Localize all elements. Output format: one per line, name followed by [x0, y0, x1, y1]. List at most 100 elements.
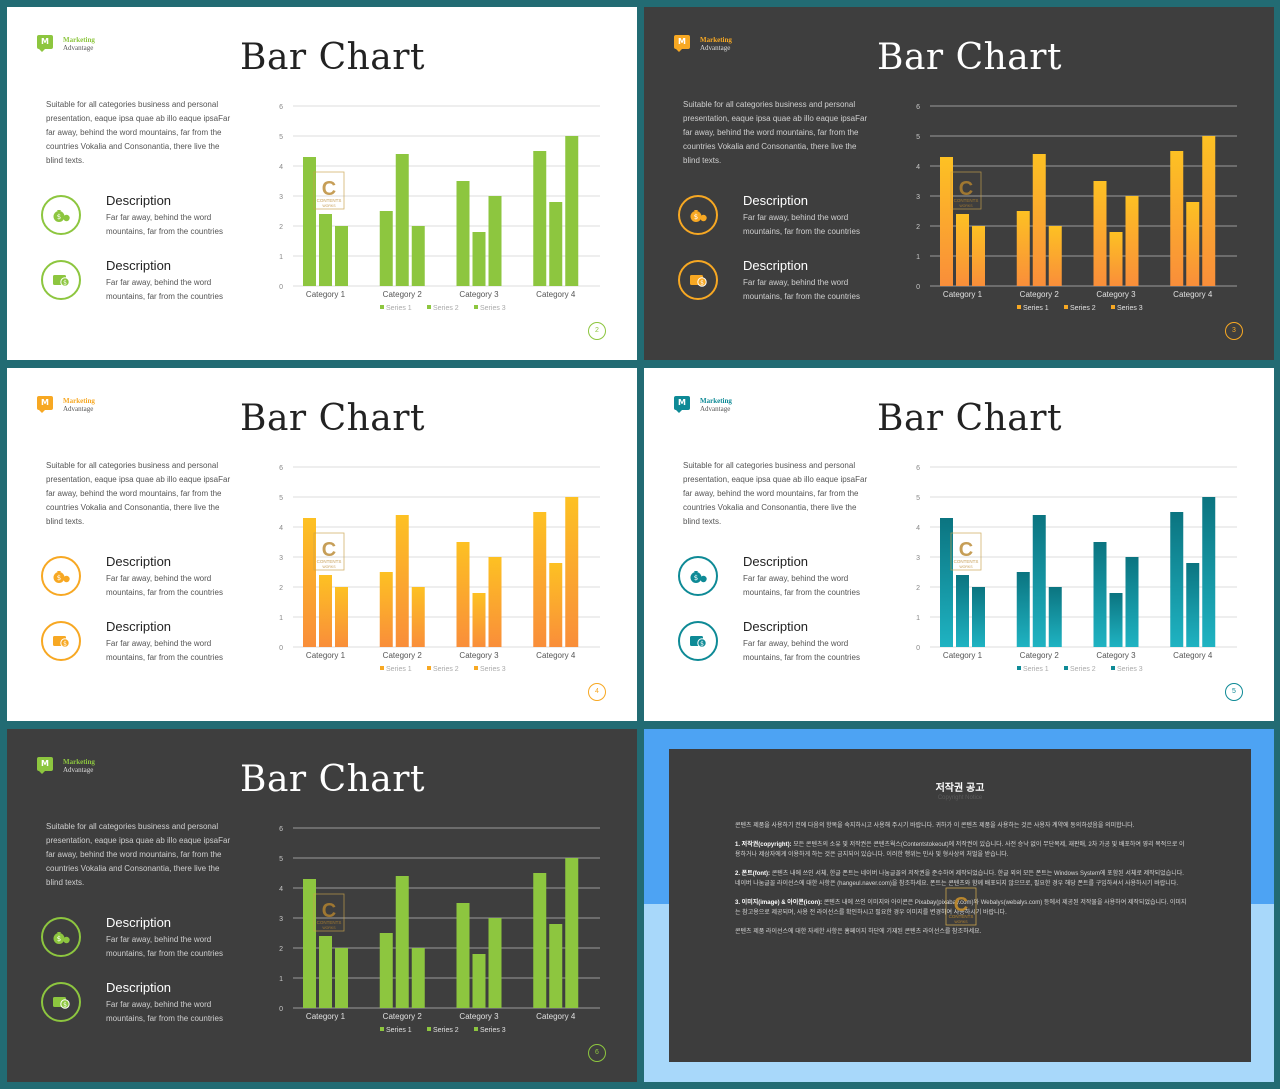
slide-4[interactable]: M Marketing Advantage Bar Chart Suitable… [7, 368, 637, 721]
notice-title: 저작권 공고 [935, 783, 985, 794]
svg-text:$: $ [694, 574, 698, 582]
x-tick-label: Category 2 [1020, 290, 1060, 299]
bar [1048, 587, 1062, 647]
svg-text:C: C [322, 900, 336, 922]
legend-swatch [427, 1027, 431, 1031]
y-tick-label: 5 [279, 495, 283, 502]
legend-swatch [1064, 666, 1068, 670]
bar [533, 873, 547, 1008]
intro-text: Suitable for all categories business and… [46, 822, 231, 887]
notice-paragraph-lead: 1. 저작권(copyright): [735, 841, 792, 848]
y-tick-label: 4 [279, 886, 283, 893]
slide-title: Bar Chart [877, 398, 1062, 439]
bar [1202, 136, 1216, 286]
legend-label: Series 2 [433, 305, 459, 312]
y-tick-label: 0 [916, 284, 920, 291]
y-tick-label: 1 [916, 615, 920, 622]
description-heading: Description [743, 193, 809, 208]
y-tick-label: 4 [279, 164, 283, 171]
x-tick-label: Category 2 [1020, 651, 1060, 660]
x-tick-label: Category 4 [536, 1012, 576, 1021]
svg-text:WORKS: WORKS [959, 565, 973, 569]
y-tick-label: 1 [279, 254, 283, 261]
notice-paragraph-lead: 2. 폰트(font): [735, 870, 771, 877]
svg-text:$: $ [700, 640, 704, 647]
x-tick-label: Category 2 [383, 1012, 423, 1021]
y-tick-label: 4 [279, 525, 283, 532]
svg-text:CONTENTS: CONTENTS [954, 198, 979, 203]
y-tick-label: 1 [916, 254, 920, 261]
bar [972, 226, 985, 286]
y-tick-label: 3 [279, 194, 283, 201]
legend-label: Series 2 [433, 1027, 459, 1034]
bar [303, 879, 316, 1008]
bar-chart: 0 1 2 3 4 5 6 Category 1 Category 2 Category 3 Cat… [279, 465, 600, 673]
brand-line1: Marketing [63, 758, 95, 766]
y-tick-label: 1 [279, 976, 283, 983]
brand-line1: Marketing [700, 397, 732, 405]
description-heading: Description [106, 554, 172, 569]
bar [1125, 557, 1139, 647]
slide-title: Bar Chart [240, 37, 425, 78]
y-tick-label: 3 [916, 555, 920, 562]
bar [1032, 154, 1046, 286]
bar [303, 157, 316, 286]
description-text: Far far away, behind the word mountains,… [106, 278, 223, 301]
money-bag-icon: $ [678, 195, 718, 235]
slide-title: Bar Chart [877, 37, 1062, 78]
slide-6[interactable]: M Marketing Advantage Bar Chart Suitable… [7, 729, 637, 1082]
bar [1093, 542, 1107, 647]
bar [379, 572, 393, 647]
x-tick-label: Category 3 [459, 1012, 499, 1021]
legend-swatch [1111, 666, 1115, 670]
page-number: 6 [588, 1044, 606, 1062]
page-number: 2 [588, 322, 606, 340]
x-tick-label: Category 3 [1096, 651, 1136, 660]
y-tick-label: 3 [279, 555, 283, 562]
bar [1125, 196, 1139, 286]
bar [1186, 563, 1200, 647]
legend-label: Series 3 [1117, 666, 1143, 673]
legend-swatch [427, 305, 431, 309]
bar [1170, 512, 1184, 647]
brand-line1: Marketing [700, 36, 732, 44]
bar-chart: 0 1 2 3 4 5 6 Category 1 Category 2 Category 3 Cat… [279, 826, 600, 1034]
description-heading: Description [743, 554, 809, 569]
wallet-icon: $ [41, 260, 81, 300]
slide-5[interactable]: M Marketing Advantage Bar Chart Suitable… [644, 368, 1274, 721]
legend-swatch [474, 1027, 478, 1031]
notice-paragraph-text: 콘텐츠 제품 라이선스에 대한 자세한 사항은 홈페이지 하단에 기재된 콘텐츠… [735, 928, 982, 935]
bar [395, 515, 409, 647]
bar [956, 575, 969, 647]
bar [549, 563, 563, 647]
description-text: Far far away, behind the word mountains,… [743, 574, 860, 597]
money-bag-icon: $ [41, 195, 81, 235]
slide-2[interactable]: M Marketing Advantage Bar Chart Suitable… [7, 7, 637, 360]
y-tick-label: 4 [916, 164, 920, 171]
bar [549, 924, 563, 1008]
brand-line2: Advantage [700, 44, 731, 52]
brand-text: Marketing Advantage [63, 758, 95, 774]
legend-swatch [1111, 305, 1115, 309]
notice-subtitle: Copyright Notice [937, 795, 983, 801]
bar [1109, 232, 1123, 286]
brand-logo: M Marketing Advantage [37, 757, 95, 774]
description-text: Far far away, behind the word mountains,… [106, 1000, 223, 1023]
description-heading: Description [106, 915, 172, 930]
x-tick-label: Category 2 [383, 651, 423, 660]
slide-3[interactable]: M Marketing Advantage Bar Chart Suitable… [644, 7, 1274, 360]
x-tick-label: Category 3 [1096, 290, 1136, 299]
bar [456, 181, 470, 286]
bar [319, 214, 332, 286]
legend-swatch [427, 666, 431, 670]
svg-text:CONTENTS: CONTENTS [317, 198, 342, 203]
copyright-notice-slide[interactable]: 저작권 공고 Copyright Notice 콘텐츠 제품을 사용하기 전에 다음… [644, 729, 1274, 1082]
legend-label: Series 1 [386, 305, 412, 312]
x-tick-label: Category 1 [943, 651, 983, 660]
legend-swatch [474, 666, 478, 670]
money-bag-icon: $ [41, 556, 81, 596]
y-tick-label: 5 [916, 134, 920, 141]
page-number: 4 [588, 683, 606, 701]
